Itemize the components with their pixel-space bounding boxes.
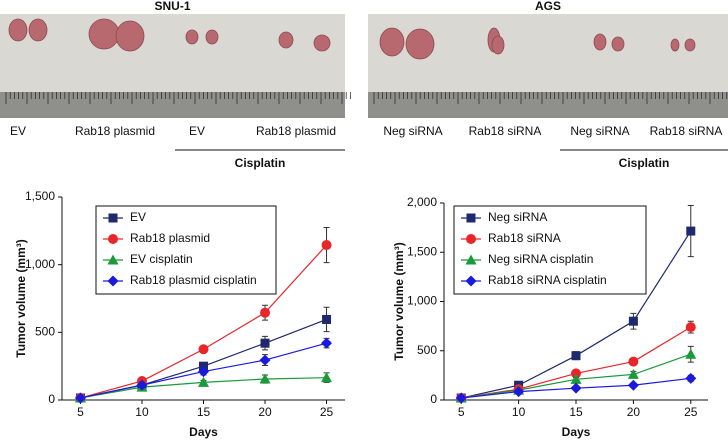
tumor — [684, 38, 696, 52]
y-tick-label: 1,000 — [407, 294, 437, 308]
data-point — [321, 372, 333, 383]
legend-label: EV cisplatin — [130, 252, 193, 266]
group-label: EV — [10, 124, 26, 138]
x-tick-label: 15 — [197, 405, 211, 419]
tumor — [278, 31, 294, 49]
y-tick-label: 2,000 — [407, 195, 437, 209]
x-tick-label: 5 — [77, 405, 84, 419]
legend-marker — [107, 275, 119, 287]
tumor — [593, 33, 607, 51]
y-tick-label: 0 — [430, 392, 437, 406]
tumor — [611, 36, 625, 52]
data-point — [198, 376, 209, 387]
data-point — [198, 366, 209, 378]
x-tick-label: 10 — [512, 405, 526, 419]
data-point — [570, 373, 582, 384]
group-label: Rab18 plasmid — [256, 124, 336, 138]
legend-label: Rab18 siRNA — [488, 231, 561, 245]
data-point — [513, 386, 525, 398]
data-point — [321, 240, 332, 251]
data-point — [627, 368, 639, 379]
x-axis-label: Days — [189, 425, 218, 439]
data-point — [455, 392, 467, 404]
tumor — [8, 18, 28, 42]
x-tick-label: 15 — [569, 405, 583, 419]
legend-marker — [108, 234, 118, 244]
y-tick-label: 0 — [48, 392, 55, 406]
data-point — [685, 348, 697, 359]
data-point — [570, 382, 582, 394]
group-label: Neg siRNA — [570, 124, 629, 138]
data-point — [322, 314, 332, 324]
x-tick-label: 20 — [627, 405, 641, 419]
tumor — [28, 18, 48, 42]
y-tick-label: 1,000 — [25, 257, 55, 271]
x-axis-label: Days — [562, 425, 591, 439]
tumor — [185, 29, 199, 45]
legend-box — [95, 205, 277, 295]
bracket-label: Cisplatin — [619, 156, 670, 170]
tumor — [405, 28, 435, 60]
tumor — [670, 38, 680, 52]
data-point — [686, 226, 696, 236]
x-tick-label: 25 — [684, 405, 698, 419]
data-point — [628, 316, 638, 326]
x-tick-label: 20 — [258, 405, 272, 419]
group-label: Rab18 plasmid — [75, 124, 155, 138]
data-point — [259, 354, 271, 366]
legend-marker — [108, 213, 118, 223]
ruler — [0, 92, 345, 118]
group-label: Rab18 siRNA — [469, 124, 542, 138]
data-point — [571, 368, 581, 379]
y-tick-label: 500 — [35, 325, 55, 339]
data-point — [628, 356, 639, 367]
data-point — [321, 337, 333, 349]
data-point — [685, 322, 696, 333]
y-axis-label: Tumor volume (mm³) — [392, 242, 406, 360]
panel-title: SNU-1 — [154, 0, 190, 13]
data-point — [260, 338, 270, 348]
data-point — [259, 373, 271, 384]
tumor-photo — [0, 14, 345, 94]
data-point — [260, 307, 271, 318]
data-point — [685, 372, 697, 384]
tumor — [379, 27, 405, 57]
tumor — [88, 18, 120, 50]
legend-marker — [107, 254, 119, 265]
y-tick-label: 500 — [417, 343, 437, 357]
tumor — [491, 35, 505, 55]
data-point — [74, 392, 86, 404]
legend-marker — [466, 213, 476, 223]
legend-label: EV — [130, 210, 146, 224]
legend-marker — [465, 254, 477, 265]
data-point — [627, 379, 639, 391]
group-label: Rab18 siRNA — [650, 124, 723, 138]
x-tick-label: 5 — [458, 405, 465, 419]
data-point — [136, 379, 148, 391]
legend-box — [453, 205, 647, 295]
group-label: EV — [189, 124, 205, 138]
legend-label: Neg siRNA — [488, 210, 547, 224]
panel-title: AGS — [535, 0, 561, 13]
tumor — [205, 29, 219, 45]
bracket-label: Cisplatin — [235, 156, 286, 170]
group-label: Neg siRNA — [383, 124, 442, 138]
ruler — [368, 92, 728, 118]
data-point — [198, 344, 209, 355]
y-axis-label: Tumor volume (mm³) — [14, 239, 28, 357]
data-point — [571, 351, 581, 361]
x-tick-label: 25 — [320, 405, 334, 419]
tumor — [313, 34, 331, 52]
x-tick-label: 10 — [135, 405, 149, 419]
legend-label: Rab18 plasmid — [130, 231, 210, 245]
y-tick-label: 1,500 — [25, 189, 55, 203]
legend-marker — [465, 275, 477, 287]
y-tick-label: 1,500 — [407, 244, 437, 258]
legend-label: Rab18 siRNA cisplatin — [488, 273, 607, 287]
legend-marker — [466, 234, 476, 244]
tumor — [115, 20, 145, 52]
legend-label: Neg siRNA cisplatin — [488, 252, 593, 266]
legend-label: Rab18 plasmid cisplatin — [130, 273, 257, 287]
